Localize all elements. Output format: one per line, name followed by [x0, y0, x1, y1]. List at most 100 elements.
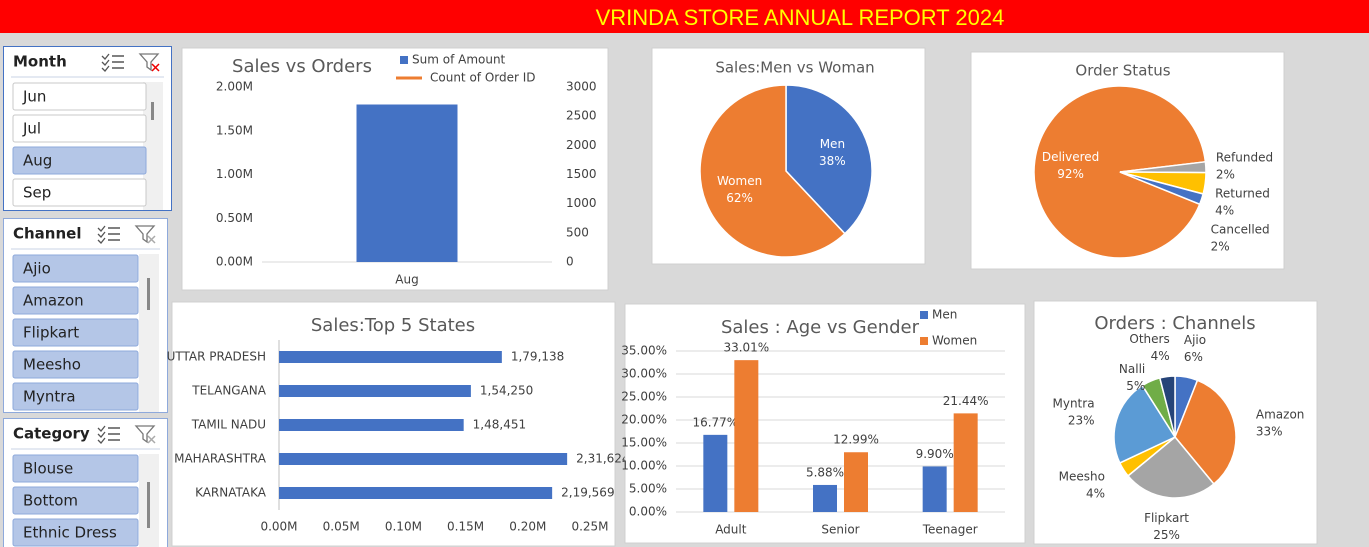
- data-label: 1,54,250: [480, 384, 533, 398]
- legend-label: Sum of Amount: [412, 53, 506, 67]
- clear-filter-x: [147, 235, 156, 244]
- y-tick-label: TAMIL NADU: [191, 418, 266, 432]
- y-tick-label: MAHARASHTRA: [174, 452, 267, 466]
- y2-tick-label: 0: [566, 255, 574, 269]
- banner: [0, 0, 1369, 33]
- slicer-item[interactable]: [12, 382, 139, 411]
- report-title: VRINDA STORE ANNUAL REPORT 2024: [596, 5, 1005, 30]
- scrollbar: [143, 82, 163, 210]
- chart: Order Status Delivered 92% Refunded 2% Return…: [970, 51, 1285, 270]
- y2-tick-label: 2500: [566, 109, 597, 123]
- slice-label: Refunded: [1216, 151, 1273, 165]
- pie-slice: [699, 84, 846, 258]
- clear-filter-icon[interactable]: [134, 425, 156, 444]
- slicer-item-label[interactable]: Ajio: [23, 260, 51, 278]
- slicer-title: Month: [13, 53, 67, 71]
- slice-value: 4%: [1086, 487, 1105, 501]
- legend-label: Men: [932, 308, 957, 322]
- scroll-thumb[interactable]: [147, 278, 150, 310]
- y-tick-label: KARNATAKA: [195, 486, 267, 500]
- slicer-item[interactable]: [12, 454, 139, 483]
- legend-label: Women: [932, 334, 977, 348]
- slicer-item[interactable]: [12, 114, 147, 143]
- y-tick-label: 0.00%: [629, 505, 667, 519]
- slicer-item-label[interactable]: Jun: [22, 88, 46, 106]
- slice-label: Delivered: [1042, 150, 1099, 164]
- icon-check: [97, 237, 106, 244]
- y2-tick-label: 3000: [566, 80, 597, 94]
- slice-value: 6%: [1184, 350, 1203, 364]
- icon-check: [97, 431, 106, 438]
- slicer-item-label[interactable]: Aug: [23, 152, 52, 170]
- slicer-item-label[interactable]: Flipkart: [23, 324, 79, 342]
- slice-label: Myntra: [1053, 396, 1095, 410]
- slicer-item-label[interactable]: Bottom: [23, 492, 78, 510]
- slicer-item-label[interactable]: Meesho: [23, 356, 81, 374]
- x-tick-label: 0.15M: [447, 520, 484, 534]
- y2-tick-label: 2000: [566, 138, 597, 152]
- slice-value: 5%: [1126, 379, 1145, 393]
- data-label: 2,19,569: [561, 486, 614, 500]
- bar: [953, 413, 978, 512]
- slice-value: 4%: [1215, 204, 1234, 218]
- icon-check: [101, 59, 110, 66]
- slice-value: 23%: [1068, 413, 1095, 427]
- bar: [703, 434, 728, 512]
- slicer-item[interactable]: [12, 82, 147, 111]
- slicer-title: Category: [13, 425, 90, 443]
- x-tick-label: 0.05M: [323, 520, 360, 534]
- slicer-item[interactable]: [12, 286, 139, 315]
- pie-slice: [1119, 171, 1205, 206]
- icon-check: [101, 65, 110, 72]
- slicer-item-label[interactable]: Jul: [22, 120, 41, 138]
- data-label: 9.90%: [916, 447, 954, 461]
- slicer-item[interactable]: [12, 518, 139, 547]
- slicer-item[interactable]: [12, 254, 139, 283]
- slicer-item[interactable]: [12, 350, 139, 379]
- slicer-item[interactable]: [12, 146, 147, 175]
- y-tick-label: 30.00%: [621, 367, 667, 381]
- y-tick-label: 5.00%: [629, 482, 667, 496]
- chart: Sales:Men vs Woman Men 38% Women 62%: [651, 47, 926, 265]
- y-tick-label: UTTAR PRADESH: [167, 350, 266, 364]
- legend-swatch: [920, 311, 928, 319]
- data-label: 5.88%: [806, 465, 844, 479]
- slicer-item[interactable]: [12, 178, 147, 207]
- slice-value: 62%: [726, 191, 753, 205]
- y-tick-label: 20.00%: [621, 413, 667, 427]
- pie-slice: [1174, 379, 1237, 486]
- slicer-items: Jun Jul Aug Sep: [12, 82, 163, 210]
- pie-slice: [1113, 384, 1177, 464]
- chart-title: Sales vs Orders: [232, 56, 372, 77]
- y-tick-label: 35.00%: [621, 344, 667, 358]
- slicer-title: Channel: [13, 225, 81, 243]
- chart-title: Sales : Age vs Gender: [721, 317, 920, 338]
- x-tick-label: 0.10M: [385, 520, 422, 534]
- pie-slice: [1126, 435, 1215, 499]
- scroll-thumb[interactable]: [147, 482, 150, 528]
- slicer-item-label[interactable]: Ethnic Dress: [23, 524, 117, 542]
- slicer-item-label[interactable]: Blouse: [23, 460, 73, 478]
- slicer-item[interactable]: [12, 486, 139, 515]
- slice-label: Cancelled: [1211, 223, 1270, 237]
- bar: [356, 104, 458, 262]
- icon-check: [97, 437, 106, 444]
- slicer-items: Ajio Amazon Flipkart Meesho Myntra: [12, 254, 159, 412]
- slicer-item[interactable]: [12, 318, 139, 347]
- bar: [813, 484, 837, 512]
- slicer-item-label[interactable]: Amazon: [23, 292, 84, 310]
- y-tick-label: 15.00%: [621, 436, 667, 450]
- clear-filter-icon[interactable]: [134, 225, 156, 244]
- bar: [279, 487, 553, 499]
- slicer-item-label[interactable]: Myntra: [23, 388, 76, 406]
- icon-check: [97, 425, 106, 432]
- x-tick-label: 0.00M: [260, 520, 297, 534]
- slicer-item-label[interactable]: Sep: [23, 184, 51, 202]
- clear-filter-icon[interactable]: [138, 53, 160, 72]
- x-tick-label: 0.20M: [509, 520, 546, 534]
- chart-title: Sales:Men vs Woman: [715, 59, 874, 77]
- scroll-thumb[interactable]: [151, 102, 154, 120]
- y-tick-label: 1.00M: [216, 167, 253, 181]
